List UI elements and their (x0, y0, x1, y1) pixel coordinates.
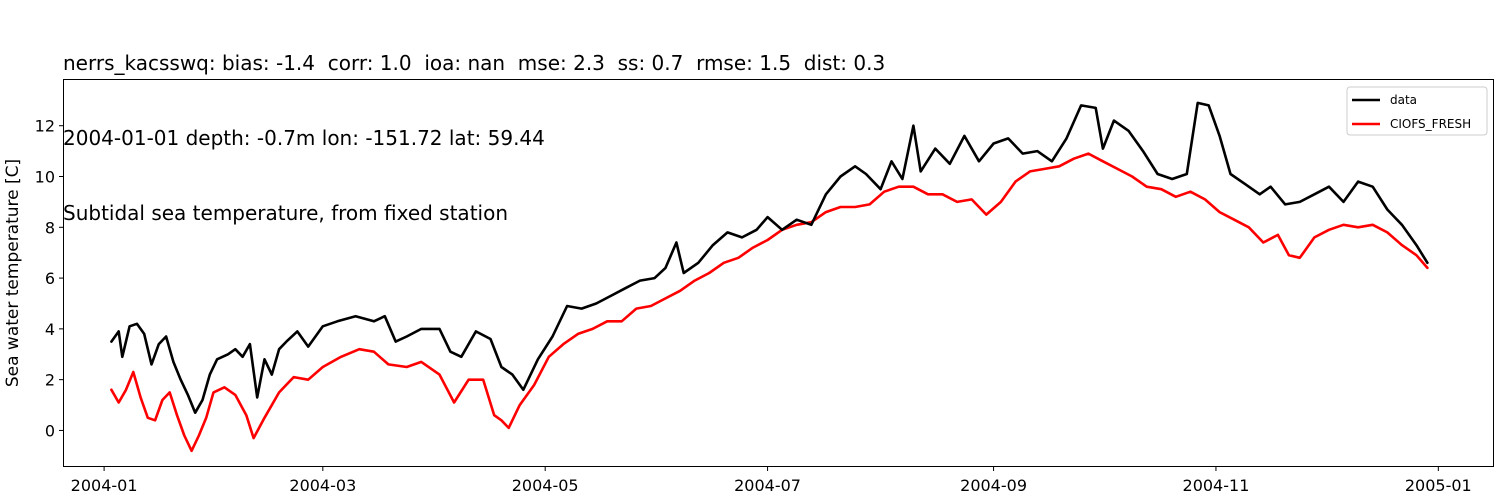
y-axis-label: Sea water temperature [C] (3, 159, 23, 387)
legend-label: CIOFS_FRESH (1390, 117, 1471, 131)
title-line-3: Subtidal sea temperature, from fixed sta… (63, 201, 508, 225)
x-tick-label: 2004-05 (512, 476, 579, 495)
legend-box (1346, 86, 1488, 136)
y-tick-label: 6 (45, 269, 55, 288)
y-axis: 0 2 4 6 8 10 12 (35, 117, 64, 440)
series-layer (110, 101, 1429, 453)
x-tick-label: 2004-03 (289, 476, 356, 495)
x-tick-label: 2004-01 (71, 476, 138, 495)
x-tick-label: 2004-11 (1183, 476, 1250, 495)
legend: data CIOFS_FRESH (1346, 86, 1488, 136)
y-tick-label: 8 (45, 218, 55, 237)
y-tick-label: 12 (35, 117, 55, 136)
series-line-ciofs-fresh (110, 152, 1429, 453)
chart-title: nerrs_kacsswq: bias: -1.4 corr: 1.0 ioa:… (63, 1, 885, 251)
legend-label: data (1390, 93, 1417, 107)
title-line-2: 2004-01-01 depth: -0.7m lon: -151.72 lat… (63, 126, 545, 150)
title-line-1: nerrs_kacsswq: bias: -1.4 corr: 1.0 ioa:… (63, 51, 886, 75)
x-axis: 2004-01 2004-03 2004-05 2004-07 2004-09 2004-… (71, 466, 1472, 495)
x-tick-label: 2004-09 (960, 476, 1027, 495)
y-tick-label: 10 (35, 168, 55, 187)
plot-frame (63, 79, 1494, 467)
y-tick-label: 4 (45, 320, 55, 339)
y-tick-label: 2 (45, 371, 55, 390)
y-tick-label: 0 (45, 421, 55, 440)
x-tick-label: 2004-07 (734, 476, 801, 495)
series-line-data (110, 101, 1429, 414)
x-tick-label: 2005-01 (1405, 476, 1472, 495)
